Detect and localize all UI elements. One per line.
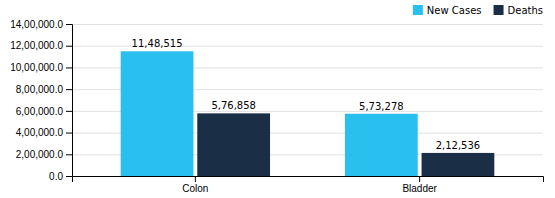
tick: 4,00,000.0: [16, 127, 72, 138]
tick-mark: [195, 176, 196, 182]
legend-item: New Cases: [413, 5, 482, 16]
tick-label: 14,00,000.0: [10, 19, 63, 30]
tick-label: 8,00,000.0: [16, 84, 64, 95]
tick-mark: [66, 133, 72, 134]
tick-mark: [66, 89, 72, 90]
plot: Colon Bladder 0.0 2,00,000.0 4,00,000.0 6,00,…: [10, 19, 543, 194]
tick-label: Colon: [182, 183, 208, 194]
tick: 2,00,000.0: [16, 149, 72, 160]
tick: 8,00,000.0: [16, 84, 72, 95]
legend: New Cases Deaths: [413, 5, 543, 16]
grid: [72, 25, 543, 177]
bar: [422, 153, 495, 176]
legend-label: New Cases: [427, 5, 482, 16]
tick: Colon: [182, 176, 208, 194]
tick-label: 4,00,000.0: [16, 127, 64, 138]
legend-item: Deaths: [494, 5, 543, 16]
legend-swatch: [494, 5, 504, 15]
tick-label: 6,00,000.0: [16, 106, 64, 117]
axis-line: [66, 25, 73, 177]
bar: [197, 113, 270, 176]
bar: [345, 114, 418, 176]
data-label: 5,76,858: [211, 100, 256, 111]
tick-label: 10,00,000.0: [10, 62, 63, 73]
bar: [121, 51, 194, 176]
tick: 12,00,000.0: [10, 40, 72, 51]
tick: Bladder: [402, 176, 437, 194]
x-axis: Colon Bladder: [73, 176, 544, 194]
tick-label: 0.0: [49, 171, 63, 182]
tick-label: 2,00,000.0: [16, 149, 64, 160]
tick-mark: [66, 111, 72, 112]
grid-line: [72, 24, 543, 25]
tick-mark: [66, 154, 72, 155]
tick-mark: [66, 46, 72, 47]
tick-label: Bladder: [402, 183, 437, 194]
legend-label: Deaths: [508, 5, 543, 16]
grid-line: [72, 24, 543, 25]
chart: Colon Bladder 0.0 2,00,000.0 4,00,000.0 6,00,…: [0, 0, 555, 198]
tick: 6,00,000.0: [16, 106, 72, 117]
data-labels: 11,48,515 5,73,278 5,76,858 2,12,536: [132, 38, 481, 151]
legend-swatch: [413, 5, 423, 15]
data-label: 2,12,536: [436, 140, 481, 151]
tick: 14,00,000.0: [10, 19, 72, 30]
tick-mark: [419, 176, 420, 182]
y-axis: 0.0 2,00,000.0 4,00,000.0 6,00,000.0 8,00,00…: [10, 19, 72, 182]
bars: [121, 51, 495, 176]
data-label: 5,73,278: [359, 101, 404, 112]
tick-mark: [66, 24, 72, 25]
data-label: 11,48,515: [132, 38, 183, 49]
axis-line: [73, 177, 544, 183]
tick: 10,00,000.0: [10, 62, 72, 73]
tick: 0.0: [49, 171, 72, 182]
tick-mark: [66, 176, 72, 177]
tick-label: 12,00,000.0: [10, 40, 63, 51]
tick-mark: [66, 67, 72, 68]
